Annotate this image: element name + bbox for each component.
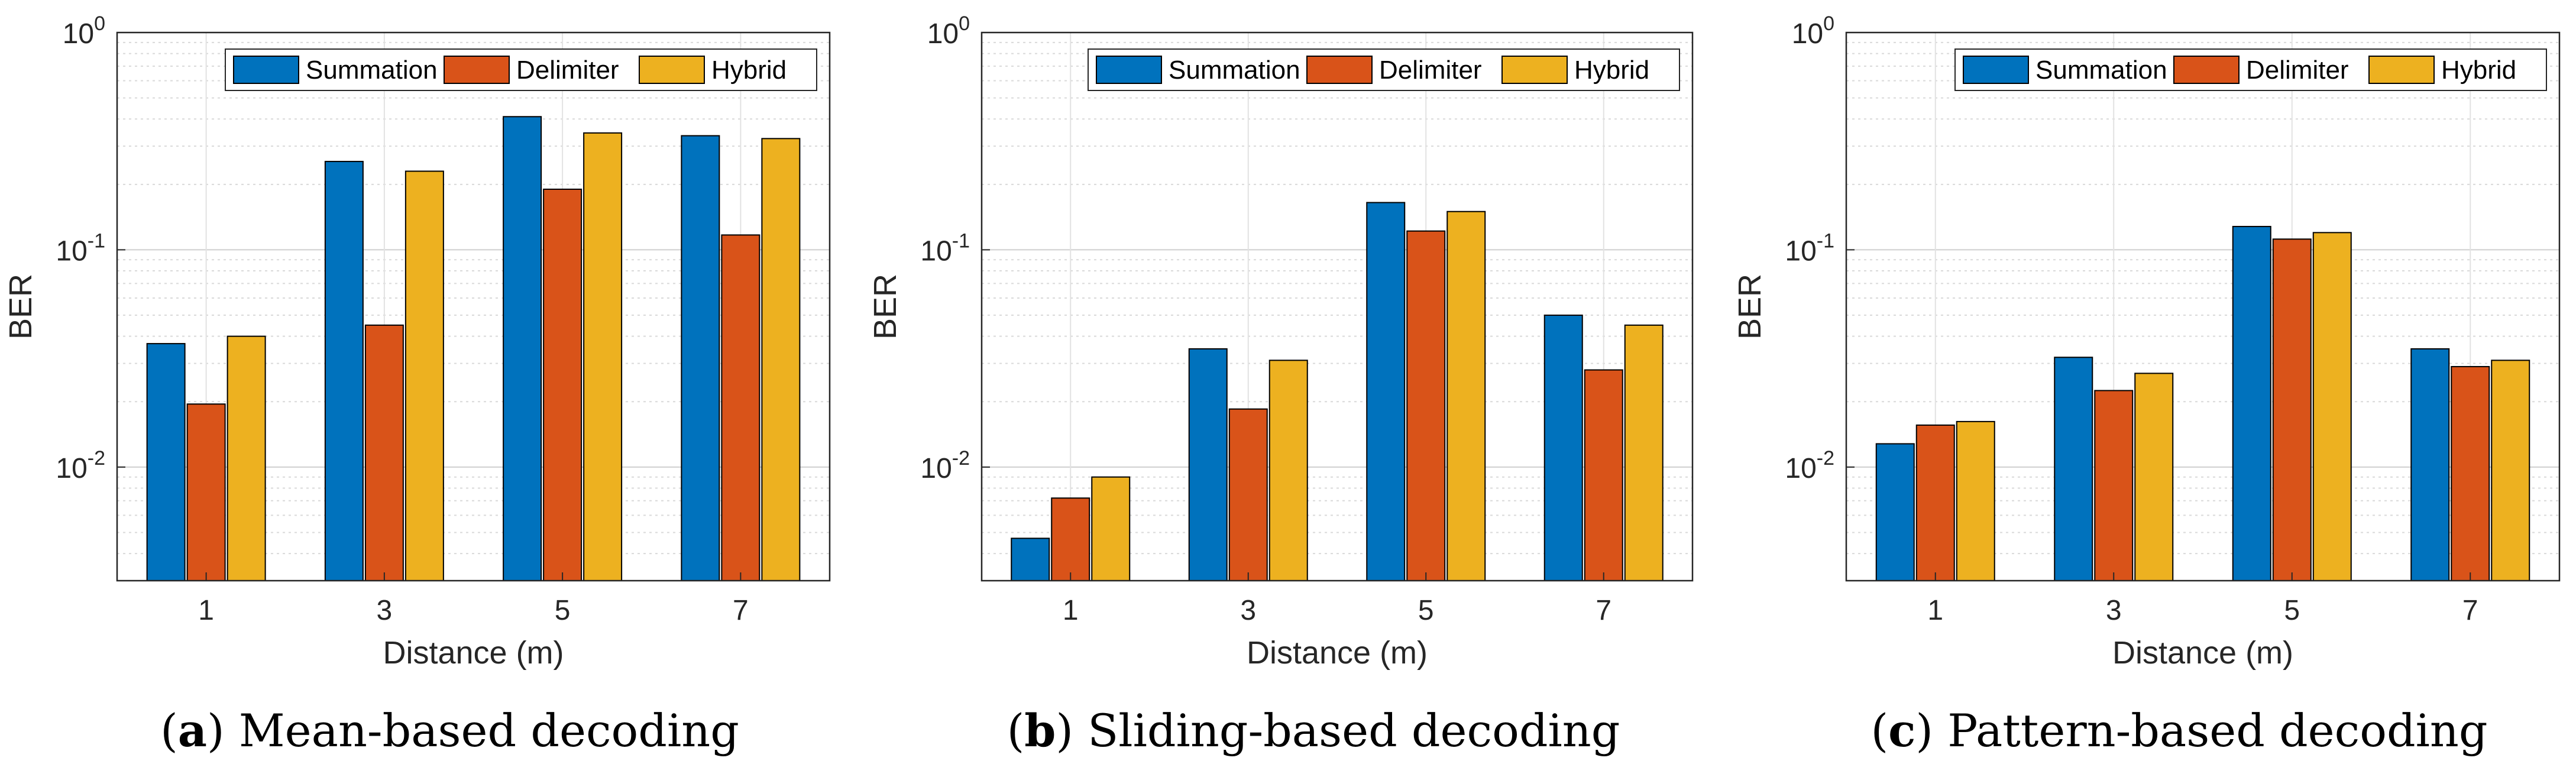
bar-summation-7 (1543, 315, 1583, 581)
legend-box (1088, 48, 1680, 91)
bar-delimiter-3 (1228, 408, 1268, 582)
bar-summation-5 (503, 116, 542, 581)
bar-delimiter-7 (721, 234, 760, 581)
y-tick-label: 100 (63, 12, 105, 50)
chart-3: 1 3 5 7 10-2 10-1 100 Distance (m) BER Summation D… (1732, 12, 2561, 757)
bar-summation-3 (1188, 348, 1228, 582)
x-axis-label: Distance (m) (383, 635, 564, 671)
bar-delimiter-5 (543, 189, 582, 582)
bar-hybrid-5 (2312, 232, 2352, 581)
legend-label-hybrid: Hybrid (2441, 56, 2516, 85)
legend: Summation Delimiter Hybrid (225, 48, 817, 91)
x-tick-label: 5 (1418, 595, 1434, 626)
bar-summation-5 (2232, 226, 2271, 581)
bar-summation-1 (1011, 538, 1050, 581)
legend-swatch-delimiter (444, 56, 510, 84)
legend-label-summation: Summation (2035, 56, 2167, 85)
legend: Summation Delimiter Hybrid (1954, 48, 2547, 91)
y-tick-label: 10-1 (1785, 229, 1834, 267)
caption: (c) Pattern-based decoding (1870, 704, 2487, 757)
bar-hybrid-1 (1956, 420, 1995, 581)
legend-swatch-hybrid (1501, 56, 1568, 84)
y-tick-label: 10-2 (920, 447, 970, 484)
bar-delimiter-1 (1915, 424, 1955, 581)
y-axis-label: BER (1732, 274, 1768, 339)
bar-delimiter-5 (2272, 238, 2312, 581)
legend-label-delimiter: Delimiter (1379, 56, 1482, 85)
axes-box (1845, 31, 2561, 582)
legend-swatch-delimiter (1306, 56, 1373, 84)
legend-swatch-hybrid (2368, 56, 2435, 84)
legend-swatch-summation (1963, 56, 2029, 84)
bar-summation-1 (1875, 443, 1915, 582)
bar-delimiter-7 (2451, 365, 2490, 581)
legend-swatch-summation (1096, 56, 1162, 84)
x-tick-label: 3 (1240, 595, 1256, 626)
bar-delimiter-1 (186, 403, 226, 581)
bar-summation-7 (2410, 348, 2450, 582)
x-tick-label: 7 (1596, 595, 1611, 626)
x-axis-label: Distance (m) (1247, 635, 1428, 671)
y-axis-label: BER (868, 274, 903, 339)
y-tick-label: 10-2 (56, 447, 105, 484)
legend-swatch-delimiter (2173, 56, 2240, 84)
legend-box (225, 48, 817, 91)
x-tick-label: 3 (2106, 595, 2122, 626)
legend-swatch-summation (233, 56, 299, 84)
axes-box (116, 31, 831, 582)
legend-label-summation: Summation (306, 56, 438, 85)
caption: (a) Mean-based decoding (160, 704, 739, 757)
x-tick-label: 7 (2462, 595, 2478, 626)
x-tick-label: 3 (377, 595, 393, 626)
bar-summation-5 (1366, 202, 1406, 582)
bar-summation-3 (324, 161, 364, 581)
bar-delimiter-1 (1051, 497, 1090, 581)
x-axis-label: Distance (m) (2112, 635, 2293, 671)
x-tick-label: 5 (555, 595, 571, 626)
x-tick-label: 1 (198, 595, 214, 626)
y-tick-label: 10-1 (920, 229, 970, 267)
bar-summation-7 (681, 135, 720, 581)
legend-label-summation: Summation (1169, 56, 1300, 85)
bar-hybrid-7 (2491, 360, 2530, 581)
caption: (b) Sliding-based decoding (1007, 704, 1620, 757)
x-tick-label: 5 (2284, 595, 2300, 626)
bar-hybrid-5 (1446, 211, 1486, 582)
legend-label-delimiter: Delimiter (2246, 56, 2349, 85)
bar-hybrid-7 (1624, 324, 1664, 582)
legend-box (1954, 48, 2547, 91)
legend-label-hybrid: Hybrid (711, 56, 787, 85)
y-tick-label: 10-2 (1785, 447, 1834, 484)
x-tick-label: 1 (1063, 595, 1079, 626)
legend-label-hybrid: Hybrid (1574, 56, 1649, 85)
bar-hybrid-7 (761, 138, 801, 582)
bar-summation-3 (2054, 357, 2093, 581)
bar-delimiter-7 (1584, 369, 1623, 581)
bar-delimiter-5 (1406, 230, 1446, 581)
y-tick-label: 100 (1792, 12, 1834, 50)
bar-hybrid-1 (1091, 476, 1131, 581)
chart-1: 1 3 5 7 10-2 10-1 100 Distance (m) BER Summation D… (3, 12, 831, 757)
bar-summation-1 (146, 343, 186, 582)
chart-2: 1 3 5 7 10-2 10-1 100 Distance (m) BER Summation D… (868, 12, 1694, 757)
bar-hybrid-3 (404, 170, 444, 581)
legend-swatch-hybrid (639, 56, 705, 84)
bar-hybrid-3 (1268, 360, 1308, 581)
bar-delimiter-3 (364, 324, 404, 582)
y-tick-label: 10-1 (56, 229, 105, 267)
y-tick-label: 100 (927, 12, 970, 50)
x-tick-label: 1 (1927, 595, 1943, 626)
y-axis-label: BER (3, 274, 38, 339)
legend: Summation Delimiter Hybrid (1088, 48, 1680, 91)
legend-label-delimiter: Delimiter (516, 56, 619, 85)
bar-hybrid-5 (583, 132, 623, 581)
bar-delimiter-3 (2094, 390, 2134, 582)
bar-hybrid-3 (2134, 373, 2174, 581)
axes-box (980, 31, 1694, 582)
x-tick-label: 7 (733, 595, 749, 626)
bar-hybrid-1 (226, 335, 266, 582)
